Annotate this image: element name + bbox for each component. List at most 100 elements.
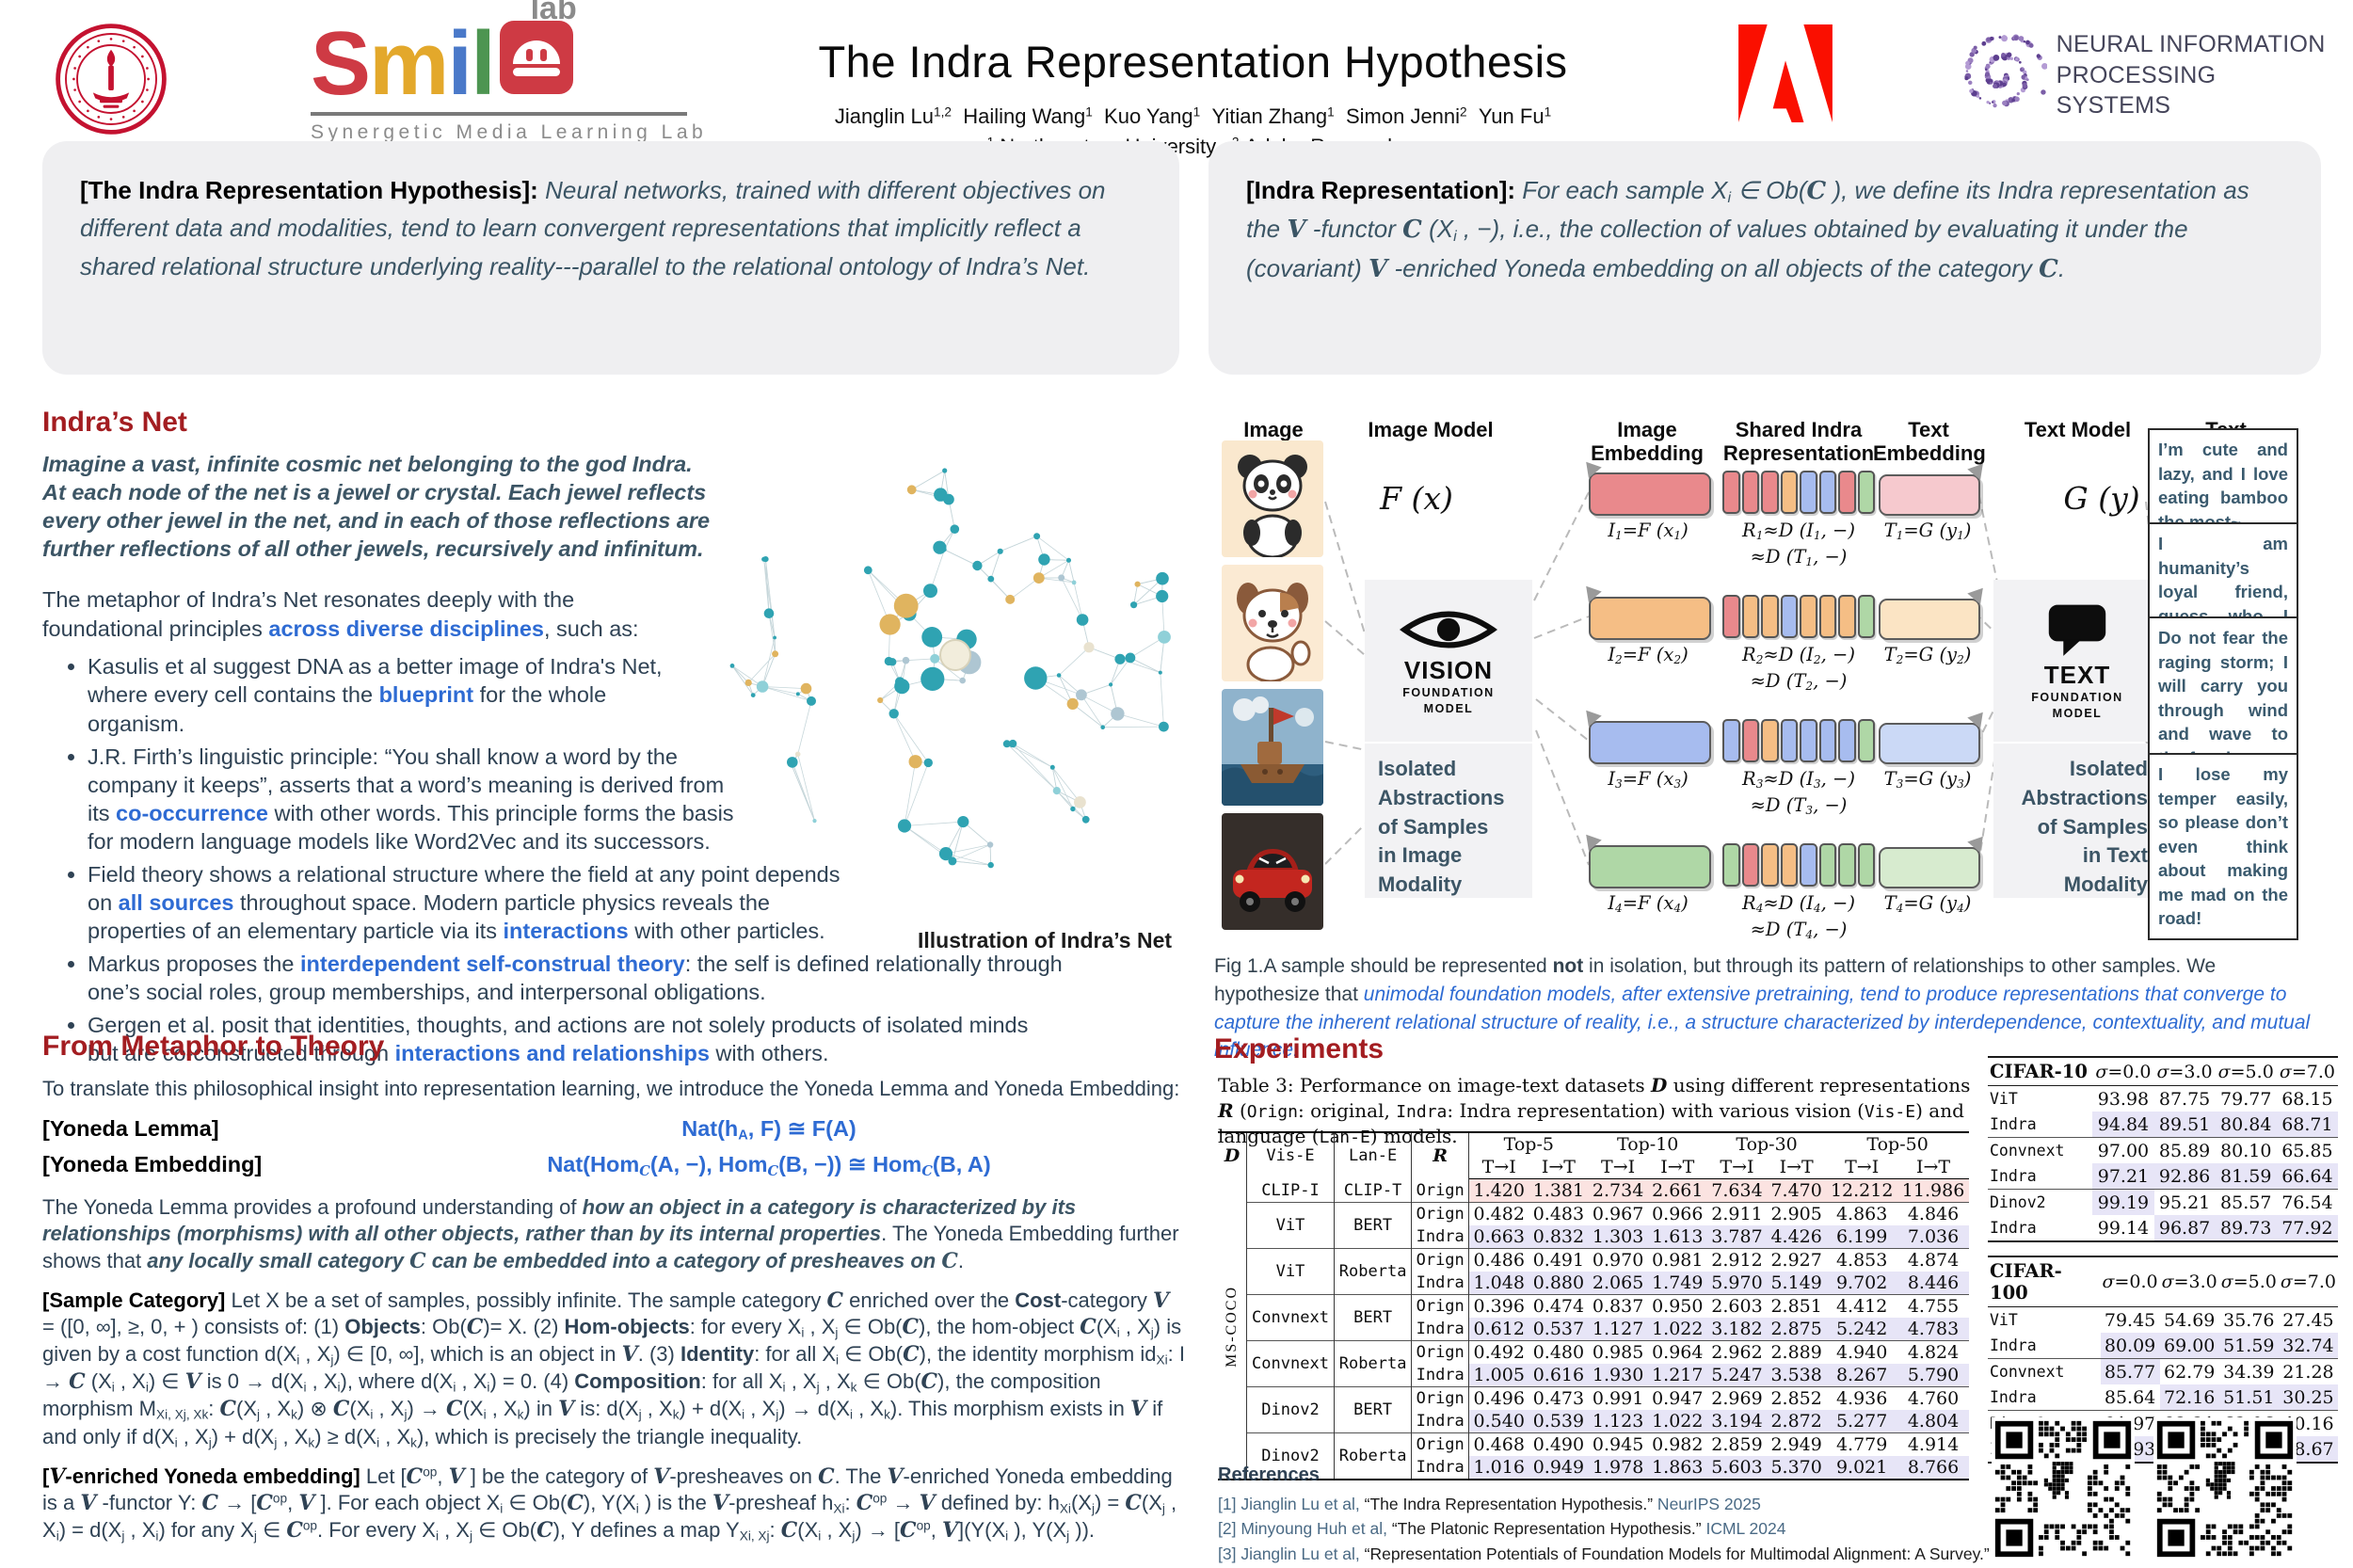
speech-bubble-icon: [2048, 604, 2106, 656]
metric-cell: 4.914: [1897, 1432, 1969, 1456]
table-row: Convnext BERT Orign 0.396 0.474 0.837 0.950 2.6…: [1218, 1294, 1969, 1341]
table-header-cell: I→T: [1897, 1156, 1969, 1179]
table-header-cell: I→T: [1647, 1156, 1707, 1179]
indra-rep-segment: [1722, 471, 1740, 514]
table-row: Dinov2 BERT Orign 0.496 0.473 0.991 0.947 2.969…: [1218, 1386, 1969, 1433]
smile-subtitle: Synergetic Media Learning Lab: [311, 121, 708, 144]
indra-rep-segment: [1780, 843, 1798, 887]
hypothesis-box-left: [The Indra Representation Hypothesis]: N…: [42, 141, 1179, 375]
metric-cell: 3.538: [1767, 1364, 1827, 1387]
representation-cell: Indra: [1411, 1410, 1470, 1433]
metric-cell: 2.859: [1706, 1432, 1768, 1456]
table-row: ViT 93.98 87.75 79.77 68.15: [1988, 1086, 2338, 1112]
indra-rep-segment: [1800, 719, 1817, 762]
text-embedding-formula: T1=G (y1): [1883, 520, 1972, 543]
vision-encoder-cell: CLIP-I: [1246, 1178, 1335, 1203]
metric-cell: 1.123: [1588, 1410, 1648, 1433]
metric-cell: 0.490: [1529, 1432, 1589, 1456]
textm-sublabel: FOUNDATION MODEL: [2031, 690, 2123, 720]
image-embedding-formula: I2=F (x2): [1608, 644, 1689, 667]
metric-cell: 0.480: [1529, 1340, 1589, 1364]
representation-cell: Orign: [1411, 1248, 1470, 1272]
boat-image: [1222, 689, 1323, 806]
indra-rep-segment: [1761, 843, 1779, 887]
metric-cell: 1.381: [1529, 1178, 1589, 1203]
table-row: Indra 0.612 0.537 1.127 1.022 3.182 2.875 5.242…: [1218, 1318, 1969, 1341]
metric-cell: 21.28: [2278, 1358, 2338, 1384]
table-header-cell: T→I: [1826, 1156, 1898, 1179]
metric-cell: 4.426: [1767, 1225, 1827, 1249]
metric-cell: 85.57: [2215, 1189, 2277, 1215]
metric-cell: 0.949: [1529, 1456, 1589, 1480]
language-encoder-cell: BERT: [1334, 1294, 1413, 1341]
indra-rep-segment: [1800, 843, 1817, 887]
metric-cell: 0.966: [1647, 1202, 1707, 1225]
table-row: Convnext Roberta Orign 0.492 0.480 0.985 0.964…: [1218, 1340, 1969, 1387]
metric-cell: 68.71: [2276, 1112, 2338, 1138]
metric-cell: 1.303: [1588, 1225, 1648, 1249]
indra-rep-segment: [1761, 471, 1779, 514]
table-header-cell: T→I: [1468, 1156, 1529, 1179]
table-header-cell: Top-5: [1503, 1134, 1554, 1155]
bullet-dna: Kasulis et al suggest DNA as a better im…: [88, 652, 690, 737]
representation-cell: Indra: [1411, 1318, 1470, 1341]
model-label-cell: Indra: [1990, 1219, 2037, 1237]
page-title: The Indra Representation Hypothesis: [818, 37, 1568, 87]
language-encoder-cell: BERT: [1334, 1202, 1413, 1249]
metric-cell: 94.84: [2092, 1112, 2154, 1138]
metric-cell: 66.64: [2276, 1163, 2338, 1190]
metric-cell: 0.945: [1588, 1432, 1648, 1456]
metric-cell: 99.19: [2092, 1189, 2154, 1215]
language-encoder-cell: Roberta: [1334, 1340, 1413, 1387]
metric-cell: 9.021: [1826, 1456, 1898, 1480]
col-header-text-embedding: Text Embedding: [1873, 418, 1986, 466]
metric-cell: 0.832: [1529, 1225, 1589, 1249]
table-row: Convnext 85.77 62.79 34.39 21.28: [1988, 1358, 2338, 1384]
bullet-gergen: Gergen et al. posit that identities, tho…: [88, 1011, 1029, 1067]
language-encoder-cell: Roberta: [1334, 1432, 1413, 1480]
table-row: CIFAR-10 σ=0.0 σ=3.0 σ=5.0 σ=7.0: [1988, 1057, 2338, 1086]
sigma-header: σ=0.0: [2092, 1057, 2154, 1086]
metric-cell: 1.005: [1468, 1364, 1529, 1387]
illustration-caption: Illustration of Indra’s Net: [917, 928, 1173, 952]
metric-cell: 96.87: [2153, 1215, 2216, 1241]
model-label-cell: Indra: [1990, 1167, 2037, 1185]
image-embedding-bar: [1589, 721, 1711, 764]
model-label-cell: Indra: [1990, 1115, 2037, 1133]
bullet-field-theory: Field theory shows a relational structur…: [88, 860, 850, 945]
figure-1: Image Image Model Image Embedding Shared…: [1214, 412, 2323, 947]
metric-cell: 27.45: [2282, 1309, 2334, 1331]
metric-cell: 11.986: [1897, 1178, 1969, 1203]
shared-formula-2: ≈D (T3, −): [1750, 794, 1848, 818]
metric-cell: 2.927: [1767, 1248, 1827, 1272]
model-label-cell: Indra: [1990, 1388, 2037, 1406]
metric-cell: 51.51: [2218, 1384, 2279, 1411]
metric-cell: 0.981: [1647, 1248, 1707, 1272]
metric-cell: 85.77: [2100, 1358, 2160, 1384]
metric-cell: 2.852: [1767, 1386, 1827, 1410]
table-header-cell: Top-10: [1617, 1134, 1679, 1155]
vision-encoder-cell: Convnext: [1246, 1294, 1335, 1341]
caption-box-car: I lose my temper easily, so please don’t…: [2148, 753, 2298, 940]
retrieval-table: D Vis-E Lan-E R Top-5 Top-10 Top-30 Top-50 T→I I→…: [1218, 1131, 1969, 1480]
metric-cell: 1.749: [1647, 1272, 1707, 1295]
metric-cell: 7.470: [1767, 1178, 1827, 1203]
cifar-table: CIFAR-10 σ=0.0 σ=3.0 σ=5.0 σ=7.0 ViT 93.98 87.7…: [1988, 1056, 2338, 1242]
indra-rep-segment: [1857, 843, 1875, 887]
metric-cell: 65.85: [2276, 1137, 2338, 1163]
metric-cell: 77.92: [2276, 1215, 2338, 1241]
table-row: ViT BERT Orign 0.482 0.483 0.967 0.966 2.911 2.9…: [1218, 1202, 1969, 1249]
metric-cell: 80.09: [2100, 1333, 2160, 1359]
indra-rep-segment: [1722, 843, 1740, 887]
table-header-cell: I→T: [1529, 1156, 1589, 1179]
figure-1-caption: Fig 1.A sample should be represented not…: [1214, 955, 2311, 1062]
representation-cell: Indra: [1411, 1364, 1470, 1387]
col-header-image: Image: [1243, 418, 1304, 441]
metric-cell: 4.936: [1826, 1386, 1898, 1410]
col-header-image-model: Image Model: [1368, 418, 1494, 441]
image-embedding-bar: [1589, 597, 1711, 640]
metric-cell: 79.45: [2104, 1309, 2156, 1331]
bullet-markus: Markus proposes the interdependent self-…: [88, 950, 1113, 1006]
metric-cell: 0.837: [1588, 1294, 1648, 1318]
